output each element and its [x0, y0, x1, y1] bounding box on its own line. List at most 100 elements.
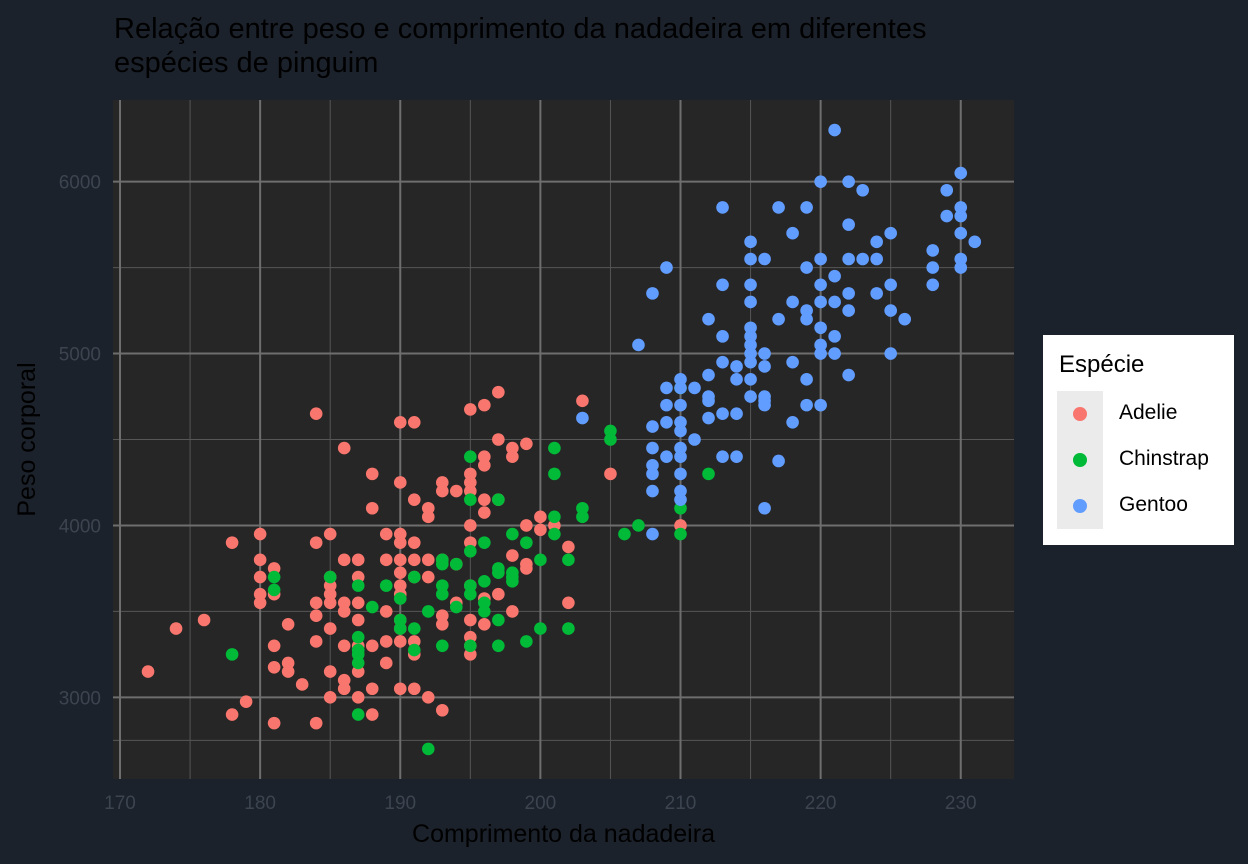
- data-point-adelie: [421, 553, 435, 567]
- data-point-gentoo: [646, 527, 659, 541]
- data-point-adelie: [309, 716, 323, 730]
- data-point-adelie: [393, 476, 407, 489]
- data-point-chinstrap: [407, 622, 421, 635]
- data-point-gentoo: [688, 381, 701, 395]
- data-point-gentoo: [800, 373, 813, 386]
- data-point-chinstrap: [407, 643, 421, 657]
- data-point-gentoo: [758, 252, 771, 266]
- data-point-gentoo: [744, 390, 757, 403]
- data-point-chinstrap: [351, 656, 365, 670]
- data-point-gentoo: [940, 209, 954, 223]
- data-point-gentoo: [730, 360, 743, 373]
- data-point-chinstrap: [520, 536, 533, 549]
- data-point-adelie: [421, 691, 435, 704]
- data-point-gentoo: [870, 287, 883, 300]
- data-point-chinstrap: [351, 630, 365, 644]
- data-point-gentoo: [772, 454, 785, 468]
- legend-label-chinstrap: Chinstrap: [1119, 447, 1209, 470]
- data-point-adelie: [379, 656, 393, 670]
- data-point-adelie: [393, 553, 407, 567]
- data-point-gentoo: [800, 201, 813, 214]
- data-point-gentoo: [954, 226, 968, 240]
- data-point-gentoo: [674, 424, 687, 438]
- data-point-gentoo: [758, 501, 771, 515]
- data-point-adelie: [253, 596, 267, 610]
- data-point-adelie: [393, 682, 407, 696]
- data-point-adelie: [197, 613, 211, 627]
- data-point-gentoo: [702, 368, 715, 382]
- data-point-chinstrap: [492, 566, 505, 580]
- data-point-adelie: [169, 622, 183, 635]
- data-point-gentoo: [954, 261, 968, 274]
- data-point-gentoo: [646, 467, 659, 481]
- data-point-chinstrap: [435, 557, 449, 571]
- data-point-adelie: [393, 416, 407, 429]
- data-point-gentoo: [926, 244, 940, 257]
- data-point-adelie: [365, 682, 379, 696]
- data-point-chinstrap: [450, 557, 463, 571]
- data-point-gentoo: [702, 312, 715, 326]
- data-point-adelie: [478, 506, 491, 519]
- data-point-chinstrap: [225, 648, 239, 661]
- data-point-adelie: [520, 437, 533, 451]
- data-point-adelie: [267, 660, 281, 674]
- data-point-chinstrap: [478, 536, 491, 549]
- data-point-gentoo: [926, 278, 940, 292]
- legend-marker-adelie: [1073, 407, 1087, 421]
- data-point-gentoo: [716, 407, 729, 421]
- data-point-adelie: [464, 613, 477, 627]
- data-point-gentoo: [800, 312, 813, 326]
- data-point-gentoo: [842, 287, 855, 300]
- data-point-chinstrap: [450, 600, 463, 614]
- legend-item-gentoo: Gentoo: [1043, 483, 1234, 529]
- data-point-adelie: [435, 617, 449, 631]
- data-point-adelie: [478, 398, 491, 412]
- data-point-gentoo: [716, 450, 729, 463]
- data-point-adelie: [492, 385, 505, 399]
- data-point-adelie: [253, 553, 267, 567]
- data-point-chinstrap: [464, 587, 477, 601]
- data-point-adelie: [492, 433, 505, 446]
- data-point-adelie: [421, 510, 435, 524]
- legend-item-chinstrap: Chinstrap: [1043, 437, 1234, 483]
- data-point-gentoo: [828, 347, 841, 360]
- data-point-chinstrap: [464, 544, 477, 558]
- data-point-adelie: [337, 605, 351, 618]
- series-gentoo: [576, 123, 982, 541]
- data-point-gentoo: [744, 355, 757, 369]
- data-point-chinstrap: [267, 583, 281, 597]
- data-point-adelie: [464, 519, 477, 532]
- data-point-gentoo: [674, 381, 687, 395]
- data-point-adelie: [407, 493, 421, 506]
- data-point-adelie: [379, 605, 393, 618]
- data-point-adelie: [365, 708, 379, 721]
- x-tick-label: 190: [384, 793, 416, 814]
- data-point-gentoo: [968, 235, 982, 249]
- data-point-chinstrap: [548, 467, 561, 481]
- data-point-gentoo: [674, 450, 687, 463]
- data-point-gentoo: [744, 252, 757, 266]
- data-point-adelie: [225, 708, 239, 721]
- chart-title: Relação entre peso e comprimento da nada…: [114, 13, 927, 79]
- data-point-gentoo: [744, 373, 757, 386]
- data-point-adelie: [309, 635, 323, 648]
- legend-label-gentoo: Gentoo: [1119, 493, 1188, 516]
- y-tick-label: 4000: [59, 516, 101, 537]
- data-point-chinstrap: [576, 510, 589, 524]
- y-tick-label: 6000: [59, 173, 101, 194]
- data-point-gentoo: [674, 493, 687, 506]
- data-point-gentoo: [814, 175, 827, 188]
- data-point-gentoo: [800, 398, 813, 412]
- data-point-adelie: [323, 622, 337, 635]
- data-point-gentoo: [730, 373, 743, 386]
- data-point-chinstrap: [548, 527, 561, 541]
- x-tick-label: 170: [104, 793, 136, 814]
- data-point-gentoo: [716, 355, 729, 369]
- data-point-gentoo: [786, 295, 799, 309]
- data-point-gentoo: [674, 398, 687, 412]
- data-point-adelie: [323, 596, 337, 610]
- data-point-chinstrap: [618, 527, 631, 541]
- data-point-gentoo: [884, 347, 897, 360]
- data-point-chinstrap: [548, 510, 561, 524]
